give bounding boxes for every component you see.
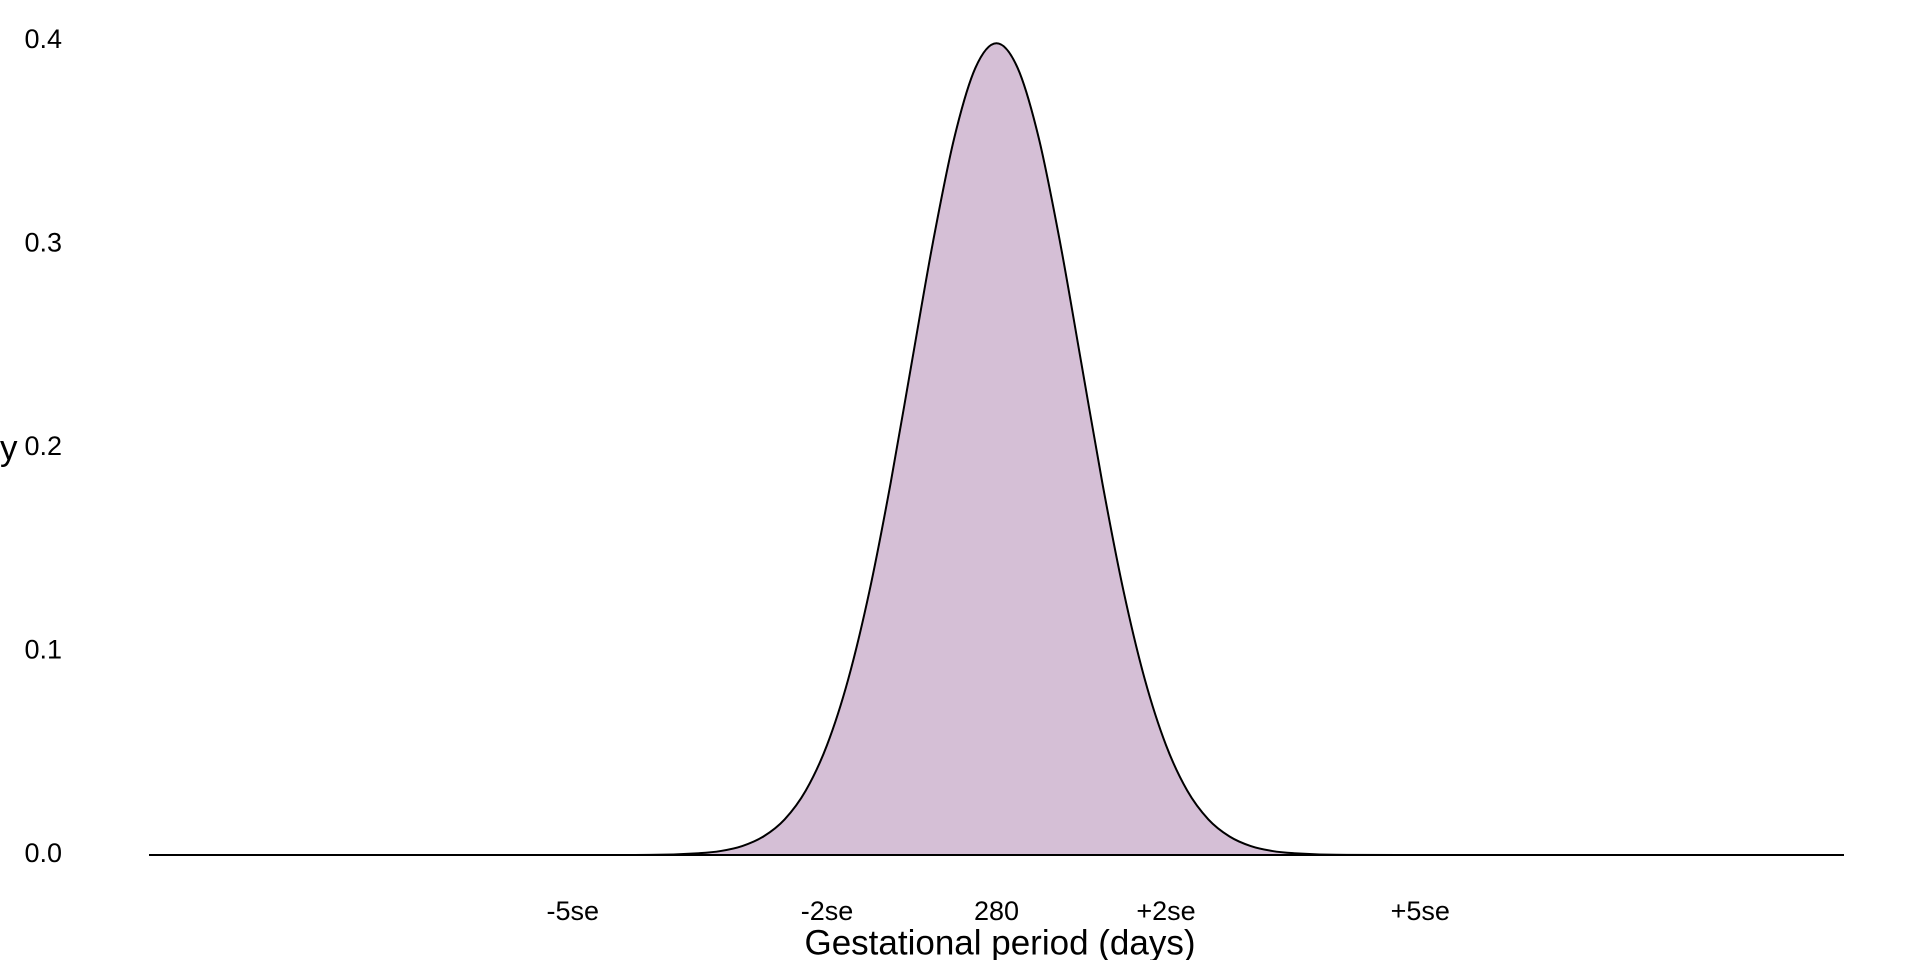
y-tick-label: 0.0 <box>24 838 62 868</box>
y-tick-label: 0.1 <box>24 635 62 665</box>
x-tick-label: +5se <box>1391 896 1450 926</box>
y-axis-title: y <box>0 428 18 467</box>
x-tick-label: +2se <box>1136 896 1195 926</box>
x-axis-title: Gestational period (days) <box>804 923 1195 960</box>
x-tick-label: -2se <box>801 896 854 926</box>
x-tick-label: 280 <box>974 896 1019 926</box>
y-tick-label: 0.3 <box>24 228 62 258</box>
x-tick-label: -5se <box>546 896 599 926</box>
density-area <box>149 42 1844 857</box>
y-tick-label: 0.4 <box>24 24 62 54</box>
y-tick-label: 0.2 <box>24 431 62 461</box>
